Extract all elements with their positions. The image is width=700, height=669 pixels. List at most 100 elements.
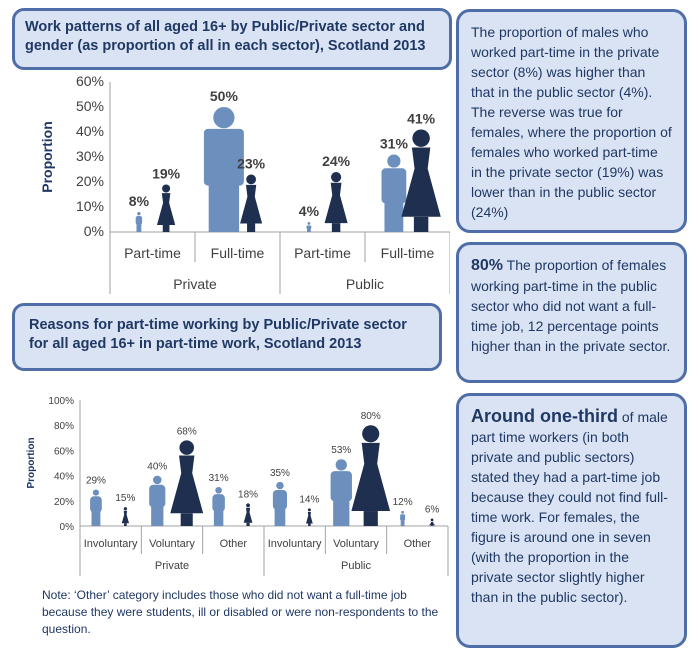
male-icon bbox=[203, 107, 244, 232]
male-icon-torso bbox=[135, 216, 143, 225]
male-icon-legs bbox=[213, 508, 224, 526]
info-box-2: 80% The proportion of females working pa… bbox=[456, 242, 687, 383]
female-icon bbox=[351, 425, 391, 526]
female-icon-head bbox=[331, 172, 342, 183]
female-icon-legs bbox=[162, 225, 170, 232]
female-icon-legs bbox=[246, 522, 250, 526]
data-label: 15% bbox=[115, 493, 135, 504]
male-icon bbox=[272, 481, 288, 526]
female-icon bbox=[324, 172, 348, 232]
female-icon-head bbox=[123, 507, 127, 511]
y-tick-label: 100% bbox=[48, 396, 74, 407]
y-tick-label: 0% bbox=[60, 522, 75, 533]
male-icon bbox=[135, 212, 143, 232]
male-icon-torso bbox=[149, 484, 166, 508]
chart2-note: Note: ‘Other’ category includes those wh… bbox=[42, 587, 442, 638]
male-icon bbox=[306, 222, 312, 232]
data-label: 24% bbox=[322, 153, 351, 169]
male-icon-legs bbox=[274, 506, 286, 526]
data-label: 23% bbox=[237, 156, 266, 172]
data-label: 29% bbox=[86, 475, 106, 486]
y-tick-label: 20% bbox=[76, 173, 104, 189]
group-label: Private bbox=[155, 560, 189, 572]
category-label: Other bbox=[404, 538, 432, 550]
female-icon-legs bbox=[363, 511, 378, 526]
female-icon-dress bbox=[324, 182, 348, 224]
male-icon-head bbox=[401, 510, 405, 514]
female-icon-dress bbox=[156, 193, 176, 226]
chart1: 0% 10% 20% 30% 40% 50% 60% Proportion Part-time F… bbox=[39, 73, 450, 294]
category-label: Full-time bbox=[381, 245, 435, 261]
y-tick-label: 30% bbox=[76, 148, 104, 164]
note-text: Note: ‘Other’ category includes those wh… bbox=[42, 588, 439, 636]
info-box-3-stat: Around one-third bbox=[471, 406, 618, 426]
male-icon-head bbox=[335, 459, 347, 471]
male-icon bbox=[400, 510, 406, 526]
male-icon-head bbox=[276, 481, 284, 490]
data-label: 80% bbox=[361, 411, 381, 422]
male-icon bbox=[90, 489, 102, 526]
male-icon bbox=[149, 475, 166, 526]
data-label: 6% bbox=[425, 504, 440, 515]
data-label: 31% bbox=[380, 136, 409, 152]
female-icon-head bbox=[162, 184, 171, 193]
female-icon-legs bbox=[180, 513, 193, 526]
chart1-title: Work patterns of all aged 16+ by Public/… bbox=[25, 19, 426, 54]
category-label: Full-time bbox=[211, 245, 265, 261]
data-label: 14% bbox=[299, 494, 319, 505]
female-icon bbox=[156, 184, 176, 232]
male-icon-head bbox=[387, 154, 401, 168]
female-icon-head bbox=[430, 518, 434, 522]
male-icon-head bbox=[137, 212, 141, 216]
y-tick-label: 40% bbox=[54, 472, 74, 483]
female-icon-legs bbox=[413, 216, 429, 232]
male-icon-head bbox=[92, 489, 100, 496]
data-label: 40% bbox=[147, 462, 167, 473]
female-icon-dress bbox=[243, 507, 253, 523]
male-icon bbox=[212, 486, 225, 526]
data-label: 31% bbox=[209, 473, 229, 484]
group-label: Public bbox=[341, 560, 371, 572]
female-icon bbox=[401, 129, 441, 232]
male-icon-legs bbox=[384, 196, 404, 232]
data-label: 19% bbox=[152, 166, 181, 182]
y-tick-label: 0% bbox=[84, 223, 104, 239]
info-box-1: The proportion of males who worked part-… bbox=[456, 9, 687, 233]
y-tick-label: 20% bbox=[54, 497, 74, 508]
female-icon bbox=[243, 503, 253, 526]
female-icon-legs bbox=[331, 223, 341, 232]
info-box-1-text: The proportion of males who worked part-… bbox=[471, 24, 672, 220]
category-label: Involuntary bbox=[84, 538, 138, 550]
y-axis-label: Proportion bbox=[26, 437, 37, 488]
data-label: 8% bbox=[129, 193, 150, 209]
data-label: 4% bbox=[299, 203, 320, 219]
male-icon-legs bbox=[333, 495, 350, 526]
male-icon-head bbox=[213, 107, 235, 129]
male-icon-torso bbox=[90, 496, 102, 513]
y-tick-label: 60% bbox=[76, 73, 104, 89]
info-box-2-stat: 80% bbox=[471, 257, 504, 274]
data-label: 18% bbox=[238, 489, 258, 500]
data-label: 50% bbox=[210, 88, 239, 104]
female-icon-head bbox=[179, 440, 195, 455]
male-icon-head bbox=[307, 222, 311, 225]
male-icon-torso bbox=[330, 471, 352, 502]
female-icon-dress bbox=[170, 455, 204, 514]
group-label: Public bbox=[346, 276, 384, 292]
female-icon-dress bbox=[429, 521, 436, 526]
male-icon-torso bbox=[212, 494, 225, 512]
male-icon-torso bbox=[203, 128, 244, 186]
data-label: 12% bbox=[393, 497, 413, 508]
female-icon-dress bbox=[240, 184, 263, 224]
category-label: Voluntary bbox=[333, 538, 379, 550]
y-tick-label: 10% bbox=[76, 198, 104, 214]
male-icon-legs bbox=[400, 519, 405, 526]
male-icon-head bbox=[152, 475, 162, 485]
female-icon-dress bbox=[401, 147, 441, 217]
male-icon-torso bbox=[272, 489, 288, 510]
data-label: 41% bbox=[407, 111, 436, 127]
female-icon-legs bbox=[247, 223, 256, 232]
female-icon-head bbox=[246, 174, 256, 185]
female-icon-head bbox=[412, 129, 430, 147]
male-icon-legs bbox=[307, 228, 311, 232]
